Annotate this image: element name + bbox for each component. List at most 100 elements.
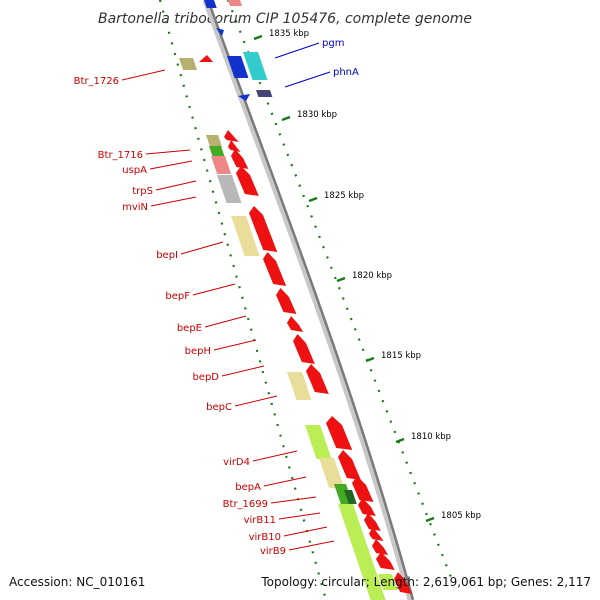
scale-tick [308,196,318,203]
gene-label-mviN: mviN [122,202,148,213]
gene-feature [263,252,287,286]
gene-feature [358,498,376,516]
gene-feature [231,216,260,256]
gene-feature [204,0,217,8]
gene-feature [179,58,198,70]
gene-feature [228,0,243,6]
scale-dots [158,0,454,600]
scale-ticks: 1835 kbp 1830 kbp 1825 kbp 1820 kbp 1815 kbp… [253,29,481,523]
gene-label-virD4: virD4 [223,457,250,468]
gene-label-leader [180,241,224,255]
gene-feature [243,52,268,80]
gene-label-virB10: virB10 [249,532,281,543]
map-title: Bartonella tribocorum CIP 105476, comple… [98,11,472,27]
gene-feature [224,130,239,142]
gene-feature [206,135,223,147]
genome-summary: Topology: circular; Length: 2,619,061 bp… [260,575,591,589]
gene-feature [338,450,361,480]
gene-label-leader [284,71,331,88]
gene-feature [227,56,249,78]
scale-tick-label: 1830 kbp [297,110,337,120]
gene-label-bepD: bepD [192,372,219,383]
gene-label-uspA: uspA [122,165,147,176]
scale-tick-label: 1825 kbp [324,191,364,201]
scale-tick [281,115,291,122]
gene-label-leader [213,339,257,351]
gene-feature [211,156,232,174]
gene-feature [276,288,297,314]
gene-feature [394,572,413,594]
gene-labels: Btr_1726 Btr_1716 uspA trpS mviN bepI bepF bepE… [74,38,359,557]
gene-feature [238,94,250,101]
gene-label-Btr_1716: Btr_1716 [98,150,143,161]
gene-label-bepC: bepC [206,402,232,413]
gene-feature [236,166,259,196]
scale-tick [253,34,263,41]
gene-feature [326,416,353,450]
gene-feature [287,372,312,400]
gene-feature [376,552,395,570]
dotted-guide-0 [158,0,328,600]
gene-label-leader [149,160,193,170]
dotted-guide-1 [226,0,454,581]
gene-label-leader [234,395,278,407]
gene-feature [228,140,241,152]
gene-label-Btr_1726: Btr_1726 [74,76,119,87]
gene-feature [352,476,374,502]
scale-tick-label: 1805 kbp [441,511,481,521]
gene-feature [216,28,224,36]
gene-feature [338,504,386,600]
gene-label-leader [121,69,166,81]
gene-label-bepA: bepA [235,482,261,493]
scale-tick-label: 1820 kbp [352,271,392,281]
gene-feature [344,490,357,504]
gene-label-bepF: bepF [165,291,190,302]
gene-feature [217,175,242,203]
genome-backbone [202,0,415,600]
gene-feature [364,513,381,531]
gene-feature [256,90,273,97]
gene-label-leader [278,512,321,520]
gene-feature [306,364,329,394]
gene-label-leader [252,450,298,462]
gene-features [179,0,413,600]
gene-label-Btr_1699: Btr_1699 [223,499,268,510]
gene-label-leader [221,365,265,377]
gene-label-leader [283,526,328,537]
scale-tick [365,356,375,363]
gene-feature [209,146,225,156]
gene-feature [369,527,384,541]
gene-label-leader [263,476,307,487]
gene-feature [199,55,213,62]
gene-label-bepE: bepE [177,323,202,334]
scale-tick-label: 1835 kbp [269,29,309,39]
gene-label-leader [150,196,197,207]
gene-label-bepI: bepI [156,250,178,261]
scale-tick [395,437,405,444]
gene-feature [231,149,249,169]
gene-label-virB11: virB11 [244,515,276,526]
gene-feature [293,334,315,364]
gene-feature [305,425,332,459]
gene-label-leader [145,149,191,155]
scale-tick [336,276,346,283]
gene-label-leader [155,180,197,191]
gene-label-trpS: trpS [132,186,153,197]
gene-feature [319,458,345,488]
gene-label-bepH: bepH [185,346,211,357]
scale-tick-label: 1815 kbp [381,351,421,361]
gene-label-leader [288,540,335,551]
gene-feature [372,539,389,555]
gene-feature [249,206,278,252]
gene-label-leader [192,283,236,296]
gene-label-virB9: virB9 [260,546,286,557]
gene-label-phnA: phnA [333,67,359,78]
gene-label-leader [204,315,247,328]
accession-label: Accession: NC_010161 [9,575,145,589]
gene-label-pgm: pgm [322,38,344,49]
gene-feature [378,574,398,590]
gene-feature [287,316,304,332]
gene-label-leader [270,496,317,504]
scale-tick-label: 1810 kbp [411,432,451,442]
